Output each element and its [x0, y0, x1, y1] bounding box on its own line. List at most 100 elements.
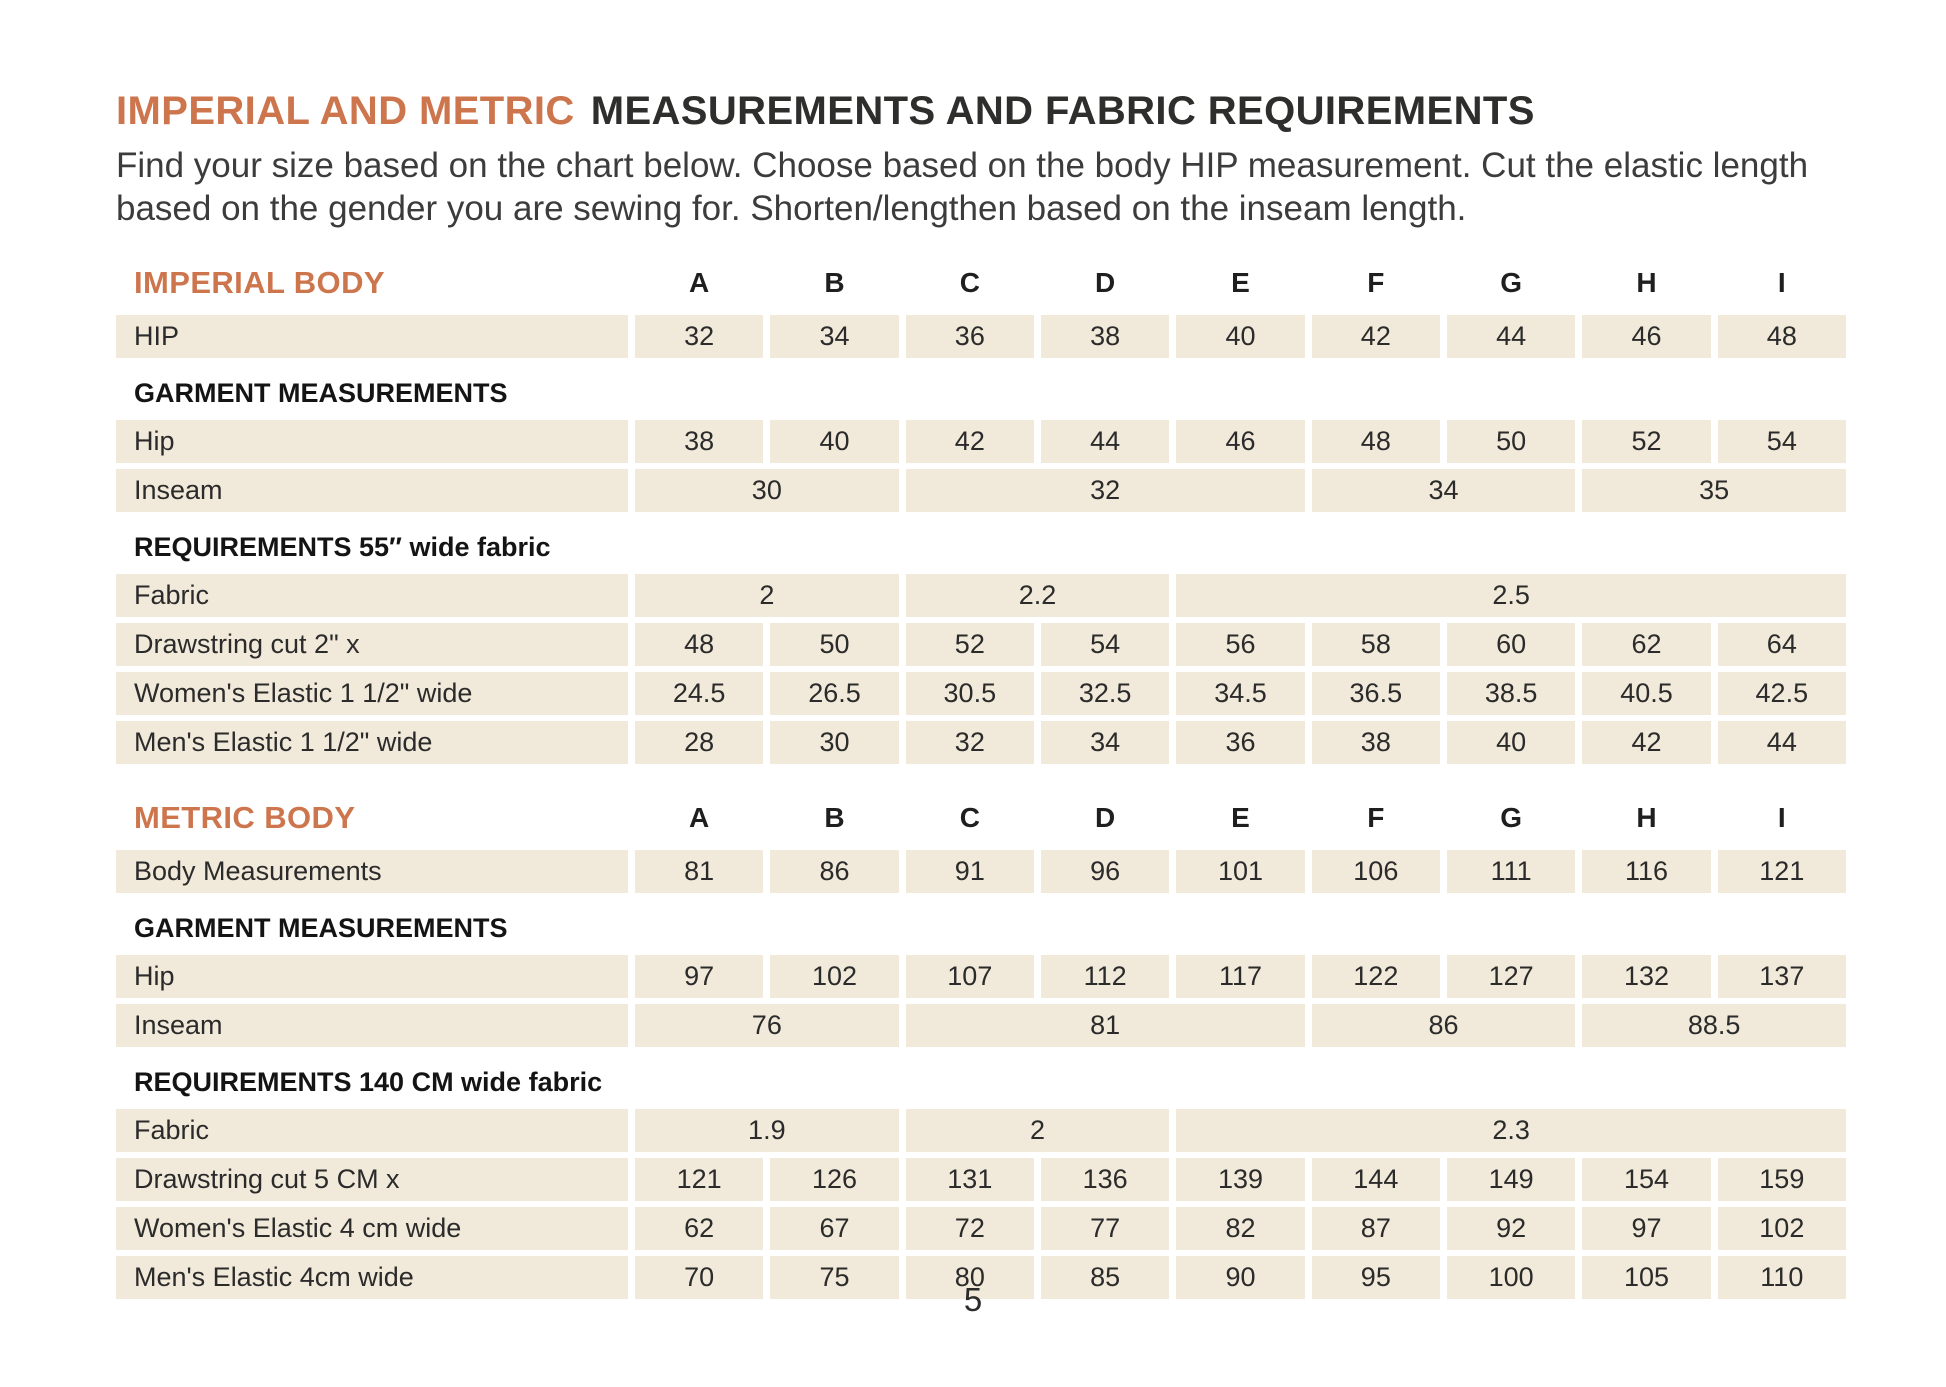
subtitle-line-2: based on the gender you are sewing for. …	[116, 189, 1467, 229]
table-cell-merged: 76	[635, 1003, 899, 1047]
row-label-drawstring: Drawstring cut 2" x	[116, 622, 628, 666]
page-title-rest: MEASUREMENTS AND FABRIC REQUIREMENTS	[590, 89, 1535, 133]
table-cell: 38.5	[1446, 671, 1576, 715]
table-cell: 30.5	[905, 671, 1034, 715]
table-cell: 116	[1582, 849, 1711, 893]
table-cell: 154	[1582, 1157, 1711, 1201]
size-column-header-c: C	[959, 801, 980, 833]
table-cell-merged: 2	[635, 573, 899, 617]
table-cell: 42	[1582, 720, 1711, 764]
size-column-header-g: G	[1500, 801, 1523, 833]
table-cell: 58	[1311, 622, 1440, 666]
table-cell: 30	[770, 720, 899, 764]
table-cell: 126	[770, 1157, 899, 1201]
table-cell: 137	[1717, 954, 1846, 998]
table-cell: 24.5	[635, 671, 764, 715]
table-cell: 38	[635, 419, 764, 463]
table-cell: 121	[635, 1157, 764, 1201]
table-cell: 91	[905, 849, 1034, 893]
table-cell: 106	[1311, 849, 1440, 893]
subtitle: Find your size based on the chart below.…	[116, 144, 1846, 231]
row-label-inseam: Inseam	[116, 468, 628, 512]
table-cell: 72	[905, 1206, 1034, 1250]
table-cell: 36.5	[1311, 671, 1440, 715]
table-cell: 67	[770, 1206, 899, 1250]
table-cell: 132	[1582, 954, 1711, 998]
size-column-header-e: E	[1231, 801, 1250, 833]
row-label-fabric: Fabric	[116, 1108, 628, 1152]
size-column-header-d: D	[1095, 266, 1116, 298]
table-cell-merged: 32	[905, 468, 1305, 512]
table-cell: 131	[905, 1157, 1034, 1201]
table-cell: 64	[1717, 622, 1846, 666]
table-cell: 87	[1311, 1206, 1440, 1250]
row-label-hip-body: HIP	[116, 314, 628, 358]
table-cell: 121	[1717, 849, 1846, 893]
size-column-header-f: F	[1367, 801, 1385, 833]
table-cell: 127	[1446, 954, 1576, 998]
table-cell: 117	[1176, 954, 1305, 998]
table-cell: 40	[770, 419, 899, 463]
table-cell: 62	[635, 1206, 764, 1250]
row-label-mens-elastic: Men's Elastic 4cm wide	[116, 1255, 628, 1299]
table-cell: 32	[635, 314, 764, 358]
table-cell: 48	[1717, 314, 1846, 358]
row-label-drawstring: Drawstring cut 5 CM x	[116, 1157, 628, 1201]
table-cell: 159	[1717, 1157, 1846, 1201]
size-column-header-c: C	[959, 266, 980, 298]
table-cell: 149	[1446, 1157, 1576, 1201]
table-cell-merged: 86	[1311, 1003, 1576, 1047]
table-cell: 44	[1040, 419, 1170, 463]
table-cell: 34	[1040, 720, 1170, 764]
table-cell: 50	[770, 622, 899, 666]
table-cell: 56	[1176, 622, 1305, 666]
row-label-body-measurements: Body Measurements	[116, 849, 628, 893]
table-cell: 97	[1582, 1206, 1711, 1250]
size-column-header-a: A	[689, 266, 710, 298]
table-cell: 90	[1176, 1255, 1305, 1299]
table-cell: 92	[1446, 1206, 1576, 1250]
row-label-womens-elastic: Women's Elastic 1 1/2" wide	[116, 671, 628, 715]
garment-measurements-heading: GARMENT MEASUREMENTS	[116, 363, 1846, 414]
size-column-header-b: B	[824, 801, 845, 833]
table-cell: 48	[635, 622, 764, 666]
size-column-header-i: I	[1777, 801, 1786, 833]
table-cell: 82	[1176, 1206, 1305, 1250]
table-cell-merged: 30	[635, 468, 899, 512]
table-cell: 102	[1717, 1206, 1846, 1250]
table-cell: 95	[1311, 1255, 1440, 1299]
requirements-heading-imperial: REQUIREMENTS 55″ wide fabric	[116, 517, 1846, 568]
table-cell: 32.5	[1040, 671, 1170, 715]
table-cell: 97	[635, 954, 764, 998]
table-cell: 40.5	[1582, 671, 1711, 715]
size-column-header-e: E	[1231, 266, 1250, 298]
table-cell: 38	[1311, 720, 1440, 764]
table-cell: 50	[1446, 419, 1576, 463]
row-label-inseam: Inseam	[116, 1003, 628, 1047]
table-cell: 28	[635, 720, 764, 764]
page-number: 5	[963, 1281, 983, 1318]
size-column-header-a: A	[689, 801, 710, 833]
table-cell: 101	[1176, 849, 1305, 893]
table-cell: 34.5	[1176, 671, 1305, 715]
table-cell: 32	[905, 720, 1034, 764]
size-column-header-g: G	[1500, 266, 1523, 298]
table-cell: 136	[1040, 1157, 1170, 1201]
size-column-header-h: H	[1636, 801, 1657, 833]
table-cell: 36	[905, 314, 1034, 358]
table-cell-merged: 1.9	[635, 1108, 899, 1152]
size-column-header-d: D	[1095, 801, 1116, 833]
table-cell: 102	[770, 954, 899, 998]
table-cell: 111	[1446, 849, 1576, 893]
table-cell: 46	[1176, 419, 1305, 463]
table-cell: 81	[635, 849, 764, 893]
size-column-header-b: B	[824, 266, 845, 298]
table-cell: 54	[1040, 622, 1170, 666]
subtitle-line-1: Find your size based on the chart below.…	[116, 146, 1809, 185]
size-column-header-h: H	[1636, 266, 1657, 298]
table-cell: 60	[1446, 622, 1576, 666]
requirements-heading-metric: REQUIREMENTS 140 CM wide fabric	[116, 1052, 1846, 1103]
table-cell: 80	[905, 1255, 1034, 1299]
table-cell: 107	[905, 954, 1034, 998]
page-title-accent: IMPERIAL AND METRIC	[116, 89, 575, 133]
